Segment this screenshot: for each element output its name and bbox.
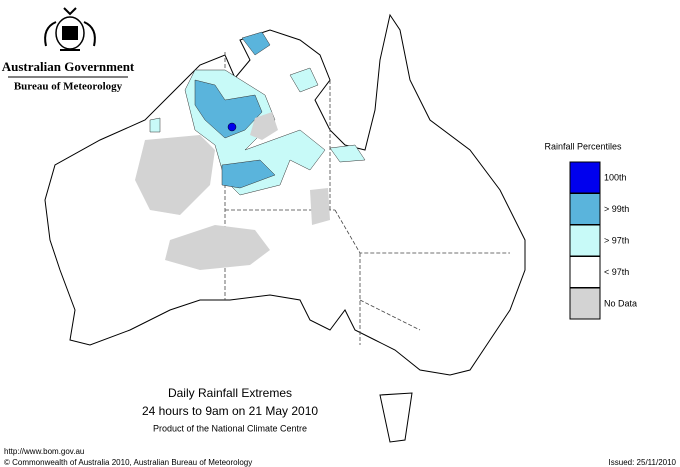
legend-swatch (569, 193, 601, 225)
footer-issued: Issued: 25/11/2010 (609, 458, 677, 467)
australia-map (44, 13, 526, 443)
legend-swatch (569, 256, 601, 288)
legend: Rainfall Percentiles 100th > 99th > 97th < … (544, 141, 637, 320)
legend-label: > 99th (604, 204, 629, 214)
legend-label: 100th (604, 172, 627, 182)
government: Australian Government (2, 59, 135, 74)
agency: Bureau of Meteorology (14, 81, 123, 93)
legend-swatch (569, 287, 601, 320)
footer-copyright: © Commonwealth of Australia 2010, Austra… (4, 458, 252, 467)
caption-title: Daily Rainfall Extremes (168, 386, 292, 400)
caption-period: 24 hours to 9am on 21 May 2010 (142, 404, 318, 418)
crest (44, 7, 96, 51)
legend-swatch (569, 224, 601, 257)
legend-swatch (569, 161, 601, 194)
footer-url[interactable]: http://www.bom.gov.au (4, 447, 84, 456)
caption-credit: Product of the National Climate Centre (153, 423, 307, 433)
legend-label: < 97th (604, 267, 629, 277)
legend-label: No Data (604, 298, 637, 308)
legend-title: Rainfall Percentiles (544, 141, 622, 151)
legend-label: > 97th (604, 235, 629, 245)
